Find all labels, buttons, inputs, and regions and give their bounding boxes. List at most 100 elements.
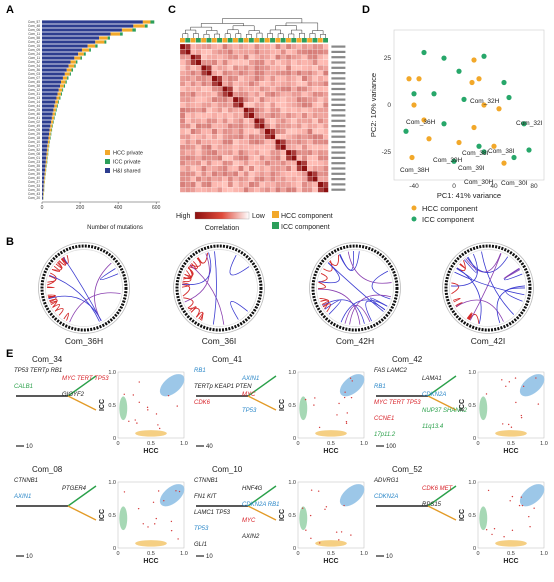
heatmap-cell [238,160,244,167]
heatmap-cell [307,70,313,76]
bar-segment [121,28,133,32]
heatmap-cell [243,80,249,87]
heatmap-cell [222,54,228,60]
ccf-point [301,507,304,509]
bar-category-label: Com_11 [28,56,40,60]
heatmap-cell [216,187,223,193]
heatmap-cell [264,102,271,108]
ccf-point [176,405,178,407]
heatmap-cell [179,160,186,167]
circos-plot: Com_42H [309,242,401,346]
bar-segment [42,160,46,164]
ccf-y-tick: 0.5 [468,403,476,409]
heatmap-cell [275,112,281,119]
bar-segment [42,124,51,128]
heatmap-cell [317,155,324,161]
ccf-x-tick: 0.5 [507,441,515,447]
heatmap-cell [254,181,260,188]
pca-sample-label: Com_30I [501,180,528,187]
sv-link [456,267,482,325]
sv-link [349,294,392,325]
bar-segment [50,132,52,136]
bar-segment [50,124,53,128]
heatmap-cell [206,165,212,172]
bar-segment [42,116,52,120]
driver-gene-label: TP53 TERTp RB1 [14,368,62,374]
ccf-y-tick: 0 [293,436,296,442]
heatmap-cell [259,112,265,119]
component-bar-cell [217,38,222,43]
heatmap-cell [301,70,308,76]
heatmap-cell [269,75,276,82]
heatmap-cell [275,49,281,55]
ccf-point [134,419,136,421]
driver-gene-label: GLI1 [194,542,207,548]
heatmap-cell [179,118,186,124]
heatmap-cell [243,171,249,177]
heatmap-cell [296,149,302,156]
heatmap-cell [312,80,318,87]
heatmap-cell [307,59,313,66]
bar-segment [42,92,58,96]
heatmap-cell [275,155,281,161]
heatmap-cell [206,86,212,92]
pca-point [461,96,467,102]
sv-link [47,295,57,303]
heatmap-cell [301,80,308,87]
heatmap-cell [195,54,202,60]
heatmap-cell [190,155,197,161]
heatmap-cell [206,80,212,87]
bar-segment [42,120,52,124]
heatmap-cell [222,59,228,66]
bar-segment [42,36,100,40]
dendrogram-branch [224,33,231,38]
component-bar-cell [185,38,191,43]
pca-point [441,121,447,127]
component-bar-cell [238,38,244,43]
ccf-point [518,504,521,507]
icc-branch [67,485,97,507]
icc-branch [427,375,457,397]
heatmap-cell [195,133,202,140]
heatmap-cell [232,112,239,119]
heatmap-cell [238,144,244,151]
ccf-y-label: ICC [279,399,286,411]
heatmap-cell [185,144,191,151]
ccf-point [170,529,173,532]
heatmap-cell [259,118,265,124]
sv-link [94,262,112,322]
component-bar-cell [180,38,185,43]
heatmap-cell [264,59,271,66]
heatmap-cell [227,128,234,135]
heatmap-cell [248,123,255,129]
heatmap-cell [195,187,202,193]
heatmap-cell [291,54,297,60]
heatmap-cell [323,54,329,60]
heatmap-cell [195,155,202,161]
bar-segment [42,20,143,24]
panel-label-c: C [168,4,176,16]
ccf-x-tick: 0.5 [327,551,335,557]
ccf-point [491,533,493,536]
bar-segment [50,136,51,140]
bar-segment [75,60,78,64]
pc1-tick-label: 0 [452,183,456,190]
sv-link [452,297,461,303]
row-label-mark [331,87,346,91]
bar-segment [60,84,64,88]
heatmap-cell [312,86,318,92]
heatmap-cell [312,133,318,140]
heatmap-cell [238,123,244,129]
ccf-point [177,538,179,540]
heatmap-cell [291,128,297,135]
heatmap-cell [317,160,324,167]
ccf-point [343,396,346,399]
pca-point [481,102,487,108]
bar-category-label: Com_38 [28,84,40,88]
heatmap-cell [248,155,255,161]
component-bar-cell [190,38,196,43]
ccf-point [503,536,505,538]
heatmap-cell [312,155,318,161]
heatmap-cell [232,43,239,50]
heatmap-cell [216,102,223,108]
